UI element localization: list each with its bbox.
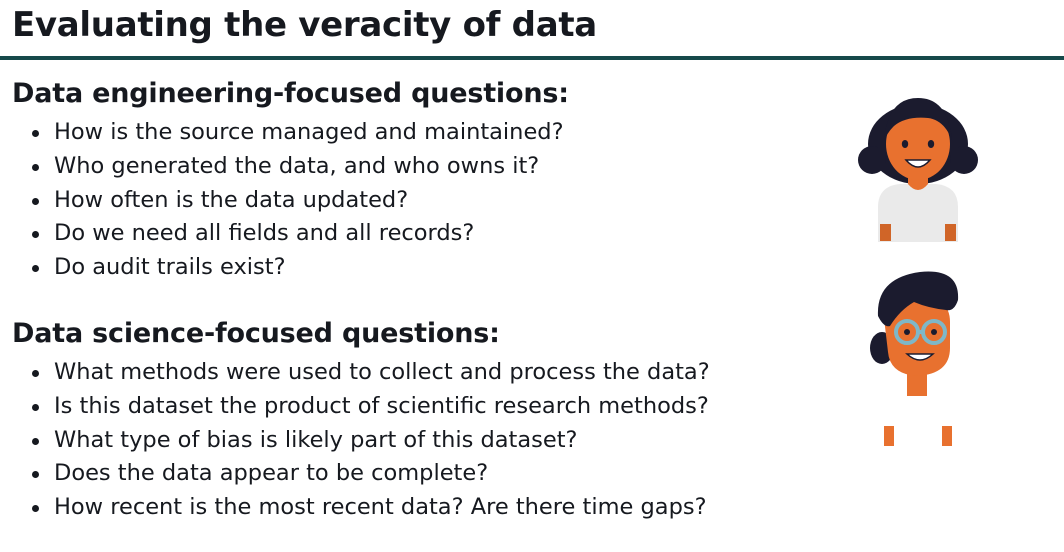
bullet-icon: [32, 163, 39, 171]
bullet-list: What methods were used to collect and pr…: [12, 356, 832, 525]
title-divider: [0, 56, 1064, 60]
data-science-section: Data science-focused questions: What met…: [12, 312, 832, 525]
bullet-icon: [32, 231, 39, 239]
section-heading: Data engineering-focused questions:: [12, 78, 569, 109]
list-item: Is this dataset the product of scientifi…: [12, 390, 832, 424]
list-item: Who generated the data, and who owns it?: [12, 150, 832, 184]
list-item: How is the source managed and maintained…: [12, 116, 832, 150]
bullet-icon: [32, 265, 39, 273]
list-item: Does the data appear to be complete?: [12, 457, 832, 491]
list-item: What type of bias is likely part of this…: [12, 424, 832, 458]
list-item-text: How is the source managed and maintained…: [54, 119, 564, 145]
list-item-text: What type of bias is likely part of this…: [54, 426, 578, 453]
bullet-icon: [32, 403, 39, 411]
bullet-icon: [32, 471, 39, 479]
list-item-text: What methods were used to collect and pr…: [54, 359, 710, 385]
list-item-text: Do we need all fields and all records?: [54, 220, 475, 247]
bullet-icon: [32, 197, 39, 205]
bullet-icon: [32, 437, 39, 445]
data-engineering-section: Data engineering-focused questions: How …: [12, 72, 832, 285]
list-item-text: How recent is the most recent data? Are …: [54, 494, 707, 521]
slide-title: Evaluating the veracity of data: [12, 5, 597, 45]
list-item: Do we need all fields and all records?: [12, 217, 832, 251]
list-item-text: How often is the data updated?: [54, 186, 409, 213]
bullet-icon: [32, 370, 39, 377]
list-item-text: Who generated the data, and who owns it?: [54, 152, 540, 179]
list-item-text: Does the data appear to be complete?: [54, 460, 489, 487]
bullet-list: How is the source managed and maintained…: [12, 116, 832, 285]
list-item-text: Do audit trails exist?: [54, 254, 286, 281]
woman-avatar-icon: [858, 98, 978, 242]
list-item: Do audit trails exist?: [12, 251, 832, 285]
bullet-icon: [32, 130, 39, 137]
list-item: How often is the data updated?: [12, 184, 832, 218]
list-item: How recent is the most recent data? Are …: [12, 491, 832, 525]
section-heading: Data science-focused questions:: [12, 318, 500, 349]
bullet-icon: [32, 505, 39, 513]
man-with-glasses-avatar-icon: [870, 271, 959, 446]
list-item-text: Is this dataset the product of scientifi…: [54, 392, 709, 419]
list-item: What methods were used to collect and pr…: [12, 356, 832, 390]
